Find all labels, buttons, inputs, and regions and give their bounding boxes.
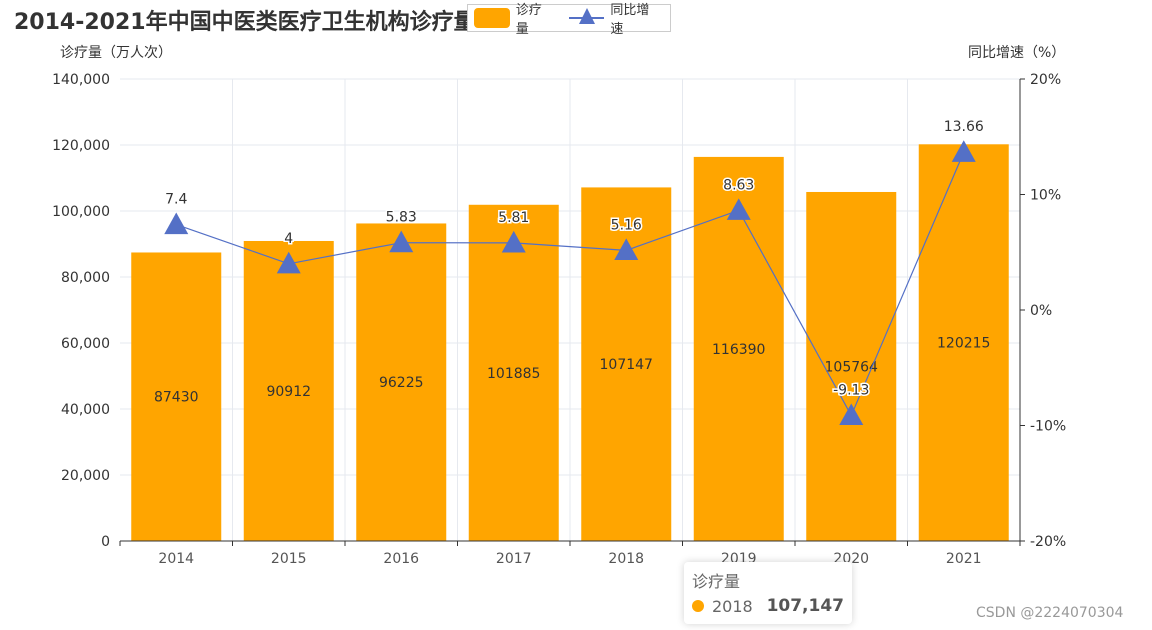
growth-marker-triangle <box>726 198 751 220</box>
growth-value-label: 4 <box>284 231 293 247</box>
legend-bar-label: 诊疗量 <box>515 3 542 37</box>
tooltip-dot-icon <box>692 600 704 612</box>
x-tick-label: 2014 <box>158 551 194 567</box>
bar-value-label: 107147 <box>600 357 653 373</box>
tooltip-value: 107,147 <box>766 596 844 616</box>
bar-value-label: 116390 <box>712 342 765 358</box>
growth-value-label: -9.13 <box>833 382 869 398</box>
tooltip: 诊疗量 2018 107,147 <box>684 562 852 624</box>
y-left-tick-label: 100,000 <box>52 204 110 220</box>
y-right-tick-label: -10% <box>1030 419 1066 435</box>
growth-value-label: 13.66 <box>944 119 984 135</box>
legend-line-label: 同比增速 <box>610 3 650 37</box>
x-tick-label: 2021 <box>946 551 982 567</box>
legend-item-bar[interactable]: 诊疗量 <box>474 0 555 37</box>
y-left-tick-label: 20,000 <box>61 468 110 484</box>
y-right-tick-label: 0% <box>1030 303 1052 319</box>
tooltip-row: 2018 107,147 <box>692 596 844 616</box>
growth-value-label: 5.81 <box>498 210 529 226</box>
bar <box>806 191 897 541</box>
growth-marker-triangle <box>276 251 301 274</box>
growth-value-label: 5.16 <box>611 217 642 233</box>
y-left-tick-label: 60,000 <box>61 336 110 352</box>
y-left-tick-label: 140,000 <box>52 72 110 88</box>
growth-marker-triangle <box>389 230 414 253</box>
y-left-tick-label: 80,000 <box>61 270 110 286</box>
y-axis-left-title: 诊疗量（万人次） <box>60 45 172 61</box>
x-tick-label: 2017 <box>496 551 532 567</box>
y-left-tick-label: 0 <box>101 534 110 550</box>
tooltip-category: 2018 <box>712 596 753 616</box>
bar-value-label: 87430 <box>154 390 199 406</box>
x-tick-label: 2015 <box>271 551 307 567</box>
growth-marker-triangle <box>951 140 976 162</box>
y-left-tick-label: 40,000 <box>61 402 110 418</box>
growth-marker-triangle <box>839 403 864 426</box>
growth-line <box>176 151 965 417</box>
growth-value-label: 7.4 <box>165 192 187 208</box>
legend-item-line[interactable]: 同比增速 <box>568 0 662 37</box>
bar <box>131 252 222 541</box>
watermark: CSDN @2224070304 <box>976 605 1124 621</box>
bar <box>918 144 1009 541</box>
bar-value-label: 101885 <box>487 366 540 382</box>
growth-value-label: 5.83 <box>386 210 417 226</box>
y-left-tick-label: 120,000 <box>52 138 110 154</box>
y-axis-right-title: 同比增速（%） <box>968 45 1066 61</box>
bar <box>356 223 447 541</box>
chart-title: 2014-2021年中国中医类医疗卫生机构诊疗量 <box>14 10 476 35</box>
growth-marker-triangle <box>501 230 526 253</box>
bar <box>468 204 559 542</box>
bar-value-label: 96225 <box>379 375 424 391</box>
x-tick-label: 2016 <box>383 551 419 567</box>
bar-value-label: 105764 <box>825 359 879 375</box>
tooltip-series-name: 诊疗量 <box>692 572 741 591</box>
bar-value-label: 90912 <box>266 384 311 400</box>
bar-value-label: 120215 <box>937 336 990 352</box>
legend-bar-swatch-icon <box>474 8 510 28</box>
bar <box>243 240 334 541</box>
growth-marker-triangle <box>164 212 189 235</box>
growth-value-label: 8.63 <box>723 177 754 193</box>
y-right-tick-label: 20% <box>1030 72 1061 88</box>
y-right-tick-label: -20% <box>1030 534 1066 550</box>
y-right-tick-label: 10% <box>1030 188 1061 204</box>
growth-marker-triangle <box>614 238 639 261</box>
legend-triangle-line-icon <box>568 8 605 28</box>
legend[interactable]: 诊疗量 同比增速 <box>467 3 671 37</box>
x-tick-label: 2018 <box>608 551 644 567</box>
